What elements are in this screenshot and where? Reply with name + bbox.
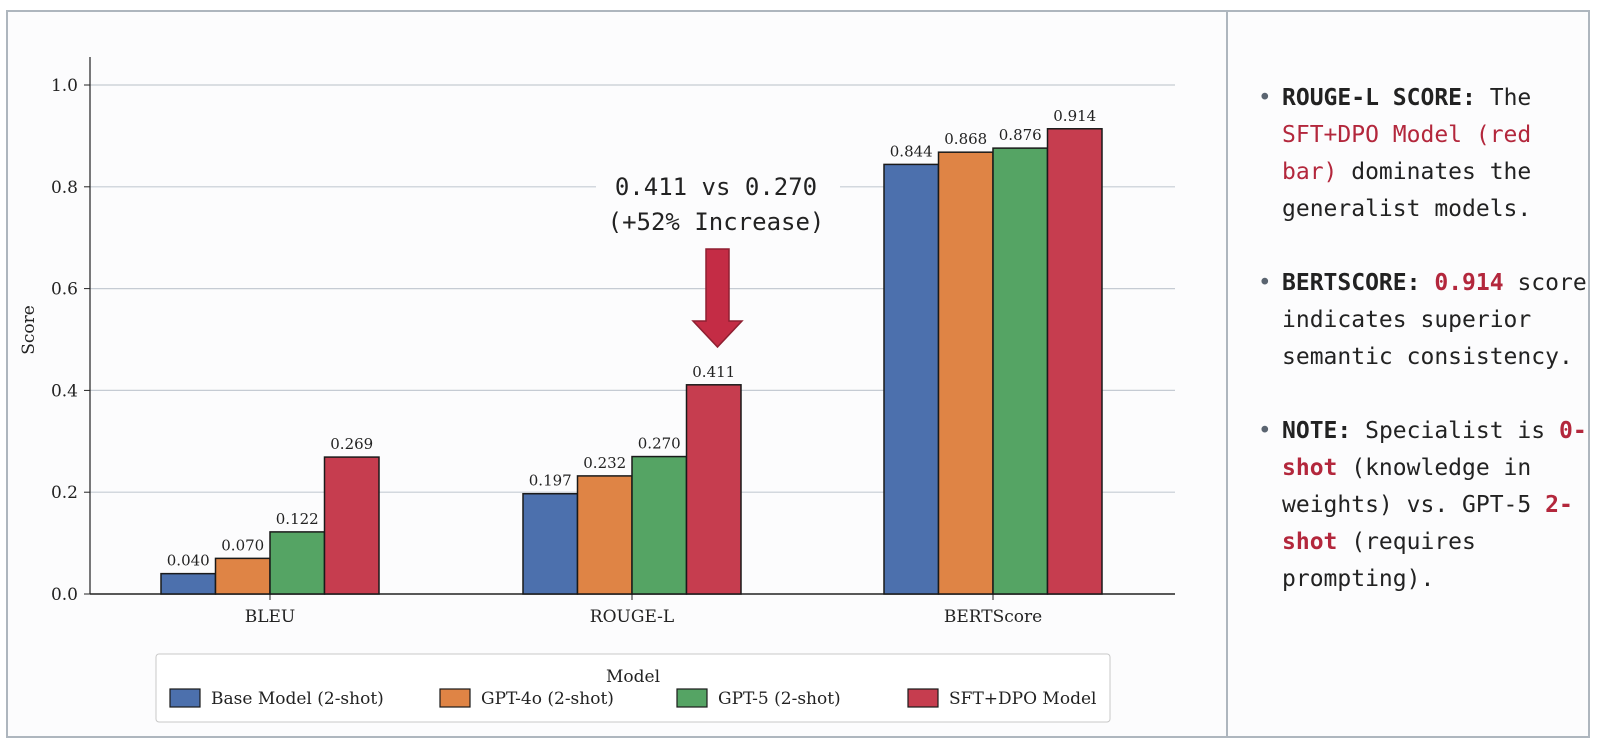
- note-text: Specialist is: [1351, 418, 1559, 444]
- bar: [992, 147, 1049, 595]
- annotation-line2: (+52% Increase): [608, 208, 825, 236]
- bar-value-label: 0.197: [529, 472, 572, 490]
- increase-annotation: 0.411 vs 0.270 (+52% Increase): [596, 168, 840, 349]
- y-tick-label: 0.4: [51, 381, 78, 401]
- bar-value-label: 0.270: [638, 435, 681, 453]
- x-tick-label: BERTScore: [944, 607, 1042, 627]
- bullet-icon: •: [1258, 85, 1272, 111]
- bullet-icon: •: [1258, 270, 1272, 296]
- bar: [214, 557, 271, 595]
- bar-chart: 0.0 0.2 0.4 0.6 0.8 1.0 BLEU ROUGE-L BERTScore 0…: [19, 57, 1175, 723]
- bullet-icon: •: [1258, 418, 1272, 444]
- bar: [160, 572, 217, 595]
- note-text: (requires prompting).: [1282, 529, 1476, 592]
- bar-value-label: 0.411: [692, 363, 735, 381]
- bar-value-label: 0.914: [1053, 107, 1096, 125]
- data-labels: 0.040 0.070 0.122 0.269 0.197 0.232 0.270 0.411…: [167, 107, 1096, 570]
- note-highlight: SFT+DPO Model (red bar): [1282, 122, 1532, 185]
- annotation-bg: [596, 168, 840, 240]
- bar: [323, 456, 380, 595]
- legend-entry-label: GPT-5 (2-shot): [718, 689, 841, 709]
- notes-panel: • ROUGE-L SCORE: The SFT+DPO Model (red …: [1252, 80, 1592, 635]
- legend-entry-label: SFT+DPO Model: [949, 689, 1096, 709]
- bar: [883, 163, 940, 595]
- bar-value-label: 0.868: [944, 130, 987, 148]
- x-tick-label: ROUGE-L: [590, 607, 674, 627]
- y-tick-label: 0.0: [51, 585, 78, 605]
- note-text: (knowledge in weights) vs. GPT-5: [1282, 455, 1546, 518]
- bar: [576, 475, 633, 595]
- legend: Model Base Model (2-shot) GPT-4o (2-shot)…: [155, 653, 1111, 723]
- bar: [631, 455, 688, 595]
- note-label: BERTSCORE:: [1282, 270, 1421, 296]
- bar: [1046, 128, 1103, 595]
- note-text: The: [1475, 85, 1532, 111]
- y-tick-label: 0.8: [51, 178, 78, 198]
- y-tick-label: 1.0: [51, 76, 78, 96]
- note-text: [1420, 270, 1434, 296]
- legend-box: [155, 653, 1111, 723]
- legend-entry-label: GPT-4o (2-shot): [481, 689, 614, 709]
- bar-value-label: 0.232: [583, 454, 626, 472]
- annotation-line1: 0.411 vs 0.270: [615, 173, 817, 201]
- note-text: score indicates superior semantic consis…: [1282, 270, 1587, 370]
- legend-swatch: [676, 688, 708, 708]
- x-tick-label: BLEU: [245, 607, 296, 627]
- bar-value-label: 0.070: [221, 536, 264, 554]
- figure-frame: [6, 10, 1590, 738]
- bar: [937, 151, 994, 595]
- bar-value-label: 0.269: [330, 435, 373, 453]
- legend-swatch: [169, 688, 201, 708]
- note-highlight: 0.914: [1434, 270, 1504, 296]
- down-arrow-icon: [691, 248, 744, 349]
- bar-value-label: 0.844: [890, 142, 933, 160]
- bar-value-label: 0.122: [276, 510, 319, 528]
- bar-value-label: 0.040: [167, 552, 210, 570]
- bar: [685, 384, 742, 595]
- legend-swatch: [439, 688, 471, 708]
- y-tick-label: 0.2: [51, 483, 78, 503]
- legend-entry-label: Base Model (2-shot): [211, 689, 384, 709]
- note-label: NOTE:: [1282, 418, 1352, 444]
- bars: [160, 128, 1103, 595]
- note-label: ROUGE-L SCORE:: [1282, 85, 1476, 111]
- legend-title: Model: [606, 667, 660, 687]
- note-highlight: 0-shot: [1282, 418, 1587, 481]
- bar: [269, 531, 326, 595]
- note-bertscore: • BERTSCORE: 0.914 score indicates super…: [1252, 265, 1592, 376]
- bar: [522, 492, 579, 595]
- note-rouge: • ROUGE-L SCORE: The SFT+DPO Model (red …: [1252, 80, 1592, 228]
- y-tick-label: 0.6: [51, 280, 78, 300]
- y-axis-label: Score: [19, 305, 39, 355]
- note-highlight: 2-shot: [1282, 492, 1573, 555]
- note-text: dominates the generalist models.: [1282, 159, 1532, 222]
- panel-divider: [1226, 10, 1228, 738]
- note-shot: • NOTE: Specialist is 0-shot (knowledge …: [1252, 413, 1592, 598]
- legend-swatch: [907, 688, 939, 708]
- bar-value-label: 0.876: [999, 126, 1042, 144]
